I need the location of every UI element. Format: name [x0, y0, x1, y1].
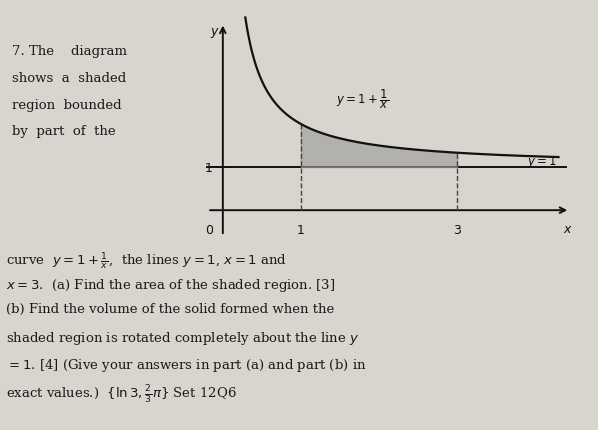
- Text: (b) Find the volume of the solid formed when the: (b) Find the volume of the solid formed …: [6, 303, 334, 316]
- Text: exact values.)  $\{\ln 3 ,\frac{2}{3}\pi\}$ Set 12Q6: exact values.) $\{\ln 3 ,\frac{2}{3}\pi\…: [6, 383, 237, 405]
- Text: 0: 0: [205, 224, 213, 236]
- Text: $x = 3$.  (a) Find the area of the shaded region. [3]: $x = 3$. (a) Find the area of the shaded…: [6, 276, 335, 293]
- Text: shaded region is rotated completely about the line $y$: shaded region is rotated completely abou…: [6, 329, 359, 346]
- Text: 7. The    diagram: 7. The diagram: [12, 45, 127, 58]
- Text: by  part  of  the: by part of the: [12, 125, 115, 138]
- Text: $y$: $y$: [210, 26, 220, 40]
- Text: 1: 1: [205, 161, 213, 174]
- Text: $y=1+\dfrac{1}{x}$: $y=1+\dfrac{1}{x}$: [336, 87, 389, 111]
- Text: region  bounded: region bounded: [12, 98, 121, 111]
- Text: shows  a  shaded: shows a shaded: [12, 72, 126, 85]
- Text: curve  $y = 1 +\frac{1}{x}$,  the lines $y = 1$, $x = 1$ and: curve $y = 1 +\frac{1}{x}$, the lines $y…: [6, 249, 287, 270]
- Text: 1: 1: [297, 224, 305, 236]
- Text: $x$: $x$: [563, 222, 573, 235]
- Text: 3: 3: [453, 224, 461, 236]
- Text: $= 1$. [4] (Give your answers in part (a) and part (b) in: $= 1$. [4] (Give your answers in part (a…: [6, 356, 367, 373]
- Text: $y=1$: $y=1$: [527, 153, 557, 169]
